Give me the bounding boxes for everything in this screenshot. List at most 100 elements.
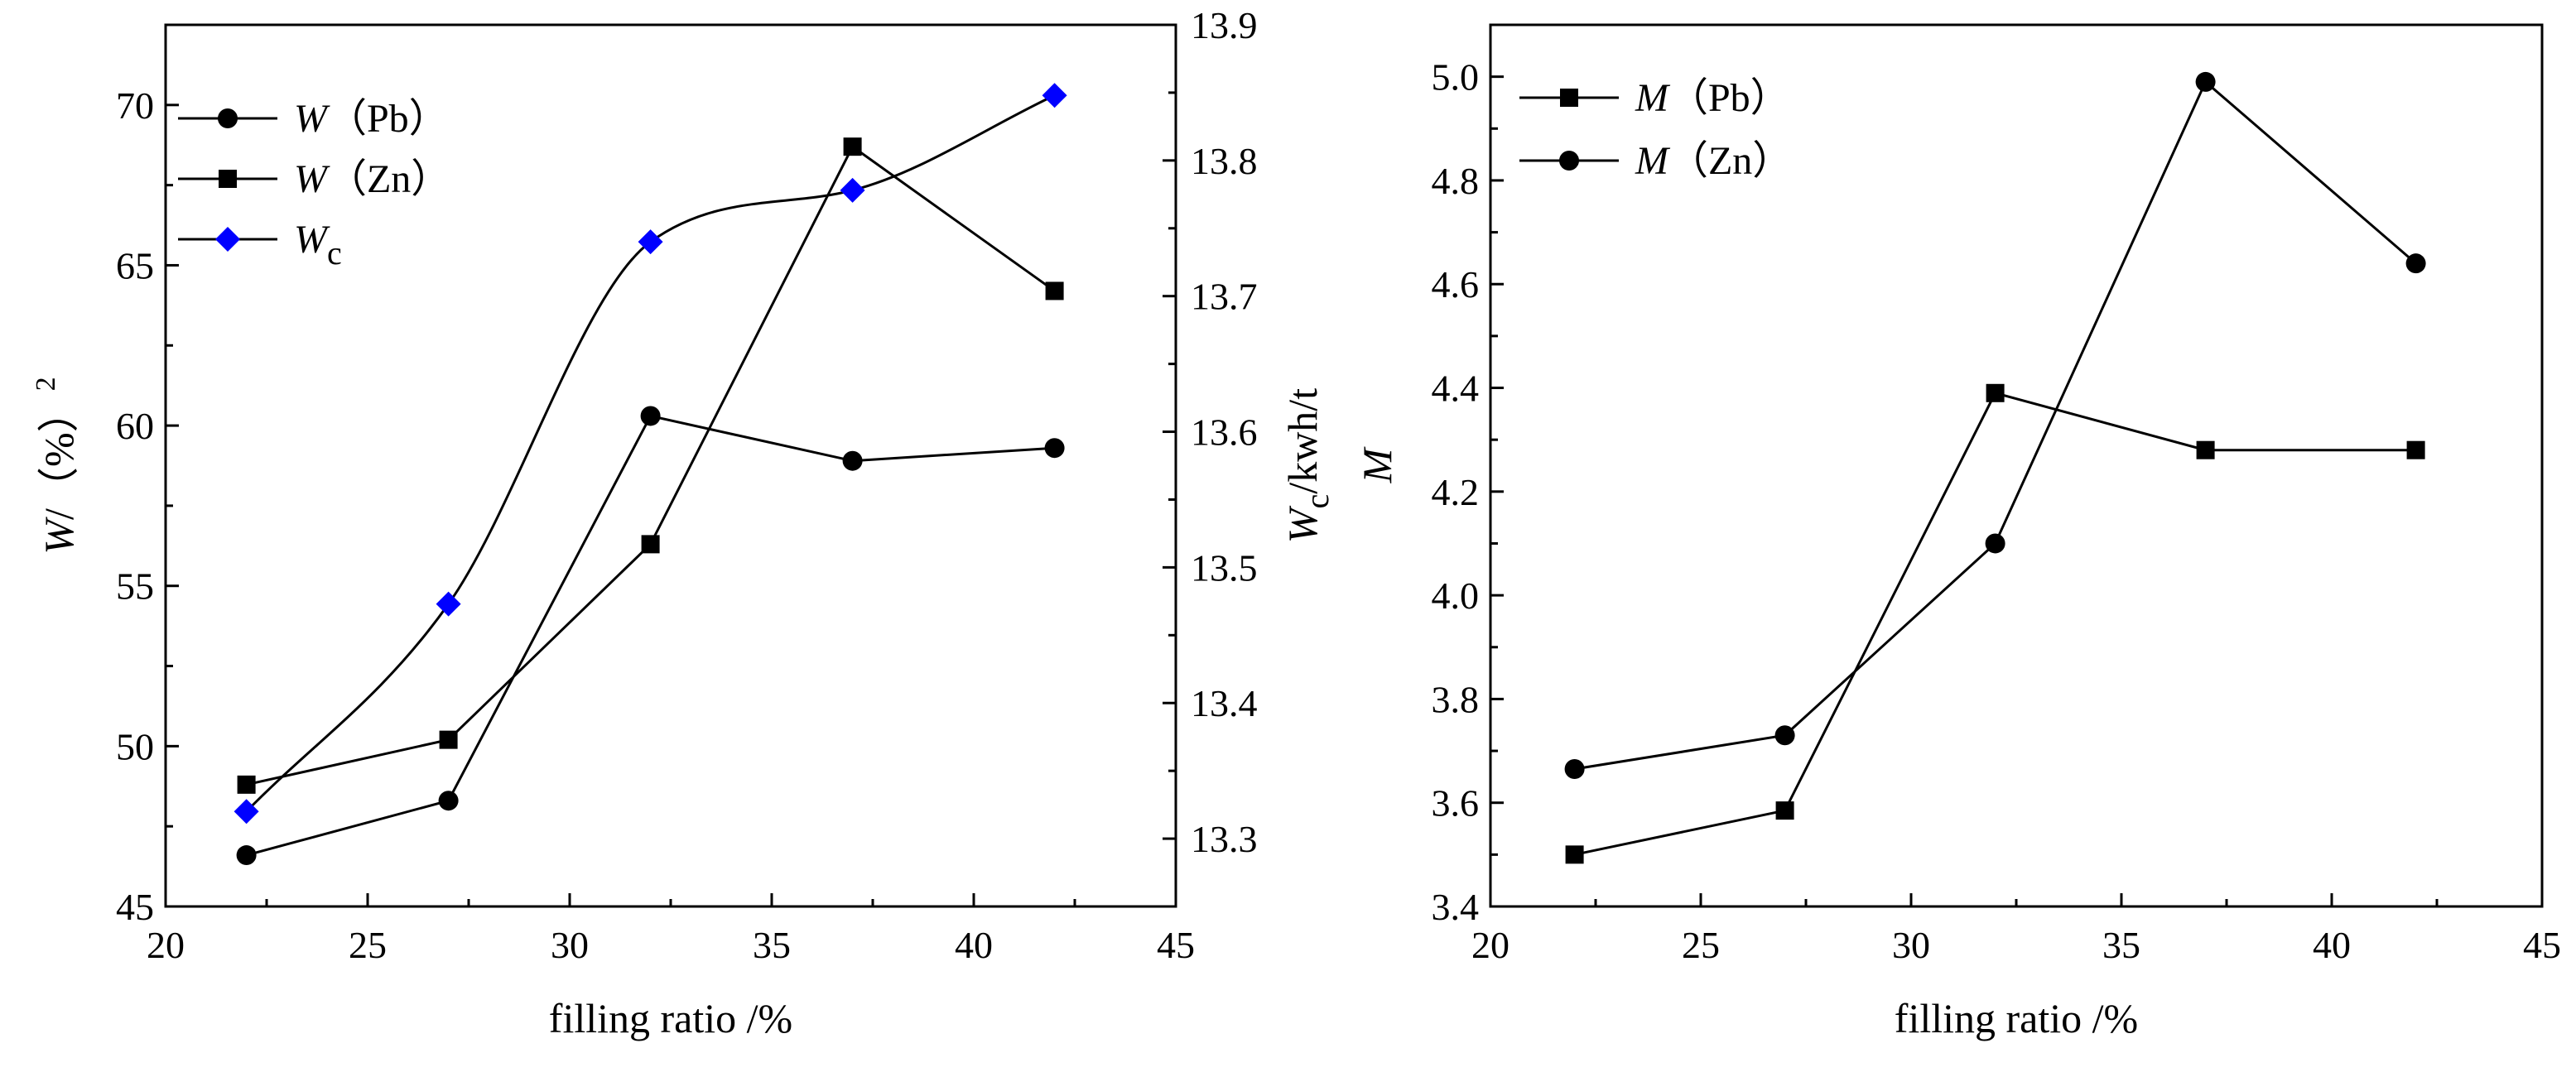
y2-tick-label: 13.4: [1191, 682, 1258, 724]
data-point: [638, 229, 663, 255]
x-tick-label: 25: [349, 924, 387, 966]
series-line: [245, 94, 1056, 813]
legend-marker: [219, 170, 237, 188]
y-tick-label: 4.2: [1432, 471, 1480, 513]
chart-panel-left: 20 25 30 35 40 45 45 50 55 60 65 70 13.3 13.4 13.5 13.6…: [31, 4, 1336, 1041]
y-tick-label: 3.8: [1432, 678, 1480, 720]
legend-marker: [215, 227, 240, 252]
data-point: [1775, 801, 1794, 820]
legend-marker: [218, 108, 238, 128]
x-tick-label: 45: [2523, 924, 2561, 966]
y2-axis-title-var: W: [1279, 505, 1326, 543]
data-point: [1986, 383, 2005, 402]
x-tick-label: 40: [2313, 924, 2351, 966]
data-point: [1774, 725, 1795, 746]
series-0: [1565, 383, 2425, 864]
y-tick-label: 65: [116, 244, 154, 286]
data-point: [439, 730, 458, 749]
y-axis-title-var: W: [36, 517, 82, 555]
legend-label-rest: （Pb）: [1668, 76, 1790, 120]
series-line: [246, 414, 1055, 857]
data-point: [840, 177, 865, 203]
y2-axis-title: Wc/kwh/t: [1279, 388, 1336, 543]
chart-panel-right: 20 25 30 35 40 45 3.4 3.6 3.8 4.0 4.2 4.4 4.6 4.8 5.0 f…: [1354, 23, 2561, 1041]
y-tick-label: 4.4: [1432, 368, 1480, 410]
data-point: [236, 845, 257, 866]
legend-label: Wc: [294, 218, 342, 272]
x-tick-label: 30: [551, 924, 589, 966]
legend-label-rest: （Zn）: [327, 157, 450, 201]
x-tick-label: 25: [1682, 924, 1720, 966]
legend-label-rest: （Zn）: [1668, 139, 1792, 183]
y2-tick-label: 13.7: [1191, 276, 1258, 318]
data-point: [2196, 440, 2215, 459]
y-tick-label: 55: [116, 565, 154, 608]
y2-tick-label: 13.3: [1191, 818, 1258, 860]
y-tick-label: 5.0: [1432, 56, 1480, 99]
y2-axis-title-sub: c: [1298, 494, 1336, 509]
legend-label: W（Zn）: [294, 157, 450, 201]
legend-label-sub: c: [327, 234, 342, 272]
data-point: [436, 591, 461, 617]
x-tick-label: 45: [1157, 924, 1195, 966]
y-axis-title-var: M: [1354, 446, 1400, 483]
y-tick-label: 60: [116, 405, 154, 447]
data-point: [438, 791, 459, 811]
legend-marker: [1559, 151, 1579, 171]
data-point: [1564, 758, 1585, 779]
y-axis-title: M: [1354, 446, 1400, 483]
data-point: [1985, 533, 2005, 554]
legend-label-var: W: [294, 97, 330, 141]
legend-label: M（Zn）: [1635, 139, 1792, 183]
series-2: [234, 83, 1067, 825]
y-tick-label: 45: [116, 886, 154, 928]
series-1: [1564, 71, 2426, 779]
x-tick-label: 30: [1892, 924, 1930, 966]
series-line: [1574, 392, 2416, 856]
data-point: [640, 406, 661, 426]
y-tick-label: 4.8: [1432, 160, 1480, 202]
legend-label-var: W: [294, 157, 330, 201]
x-tick-label: 20: [147, 924, 185, 966]
data-point: [843, 137, 862, 156]
x-axis-title: filling ratio /%: [549, 995, 792, 1041]
y-tick-label: 4.0: [1432, 575, 1480, 617]
legend-label-var: M: [1635, 139, 1671, 183]
y2-tick-label: 13.9: [1191, 4, 1258, 46]
y-axis-title-sup: 2: [31, 377, 61, 391]
data-point: [237, 775, 256, 794]
series-1: [237, 137, 1064, 794]
y2-tick-label: 13.8: [1191, 140, 1258, 182]
x-tick-label: 20: [1471, 924, 1509, 966]
x-tick-label: 40: [955, 924, 993, 966]
series-line: [1574, 79, 2417, 771]
data-point: [2406, 440, 2425, 459]
data-point: [2405, 253, 2426, 274]
legend-marker: [1560, 89, 1578, 107]
data-point: [1565, 845, 1584, 864]
y-axis-title-unit: /（%）: [36, 391, 82, 520]
y-axis-title: W/（%）2: [31, 377, 82, 554]
x-axis-title: filling ratio /%: [1895, 995, 2138, 1041]
y-tick-label: 70: [116, 84, 154, 127]
data-point: [1042, 83, 1067, 108]
data-point: [842, 450, 863, 471]
data-point: [234, 799, 259, 825]
y2-tick-label: 13.5: [1191, 546, 1258, 589]
y-tick-label: 4.6: [1432, 263, 1480, 305]
y-tick-label: 3.4: [1432, 886, 1480, 928]
x-tick-label: 35: [2102, 924, 2140, 966]
data-point: [2195, 71, 2216, 92]
y2-axis-title-unit: /kwh/t: [1279, 388, 1326, 494]
legend-label: M（Pb）: [1635, 76, 1790, 120]
y-tick-label: 3.6: [1432, 782, 1480, 825]
data-point: [641, 535, 660, 554]
legend-label-var: W: [294, 218, 330, 262]
series-0: [236, 406, 1065, 866]
data-point: [1045, 281, 1064, 301]
x-tick-label: 35: [753, 924, 791, 966]
y2-tick-label: 13.6: [1191, 411, 1258, 454]
y-tick-label: 50: [116, 725, 154, 767]
legend-label-rest: （Pb）: [327, 97, 449, 141]
